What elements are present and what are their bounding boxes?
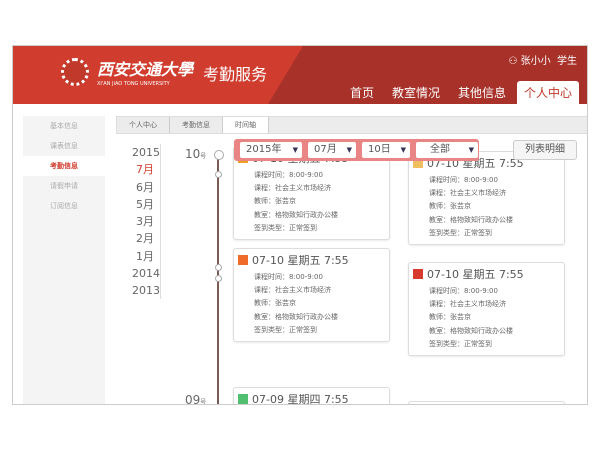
type-select[interactable]: 全部 ▼ <box>416 142 478 158</box>
day-select[interactable]: 10日 ▼ <box>362 142 410 158</box>
month-item[interactable]: 1月 <box>136 249 154 263</box>
university-logo-icon <box>61 58 89 86</box>
sidebar-item-attendance[interactable]: 考勤信息 <box>23 156 105 176</box>
header: 西安交通大學 XI'AN JIAO TONG UNIVERSITY 考勤服务 ⚇… <box>13 46 587 104</box>
user-icon: ⚇ <box>508 56 518 67</box>
sidebar-item-subscribe[interactable]: 订阅信息 <box>50 202 78 210</box>
year-select[interactable]: 2015年 ▼ <box>240 142 302 158</box>
sidebar-item-basic[interactable]: 基本信息 <box>50 122 78 130</box>
month-select[interactable]: 07月 ▼ <box>308 142 356 158</box>
date-filter-bar: 2015年 ▼ 07月 ▼ 10日 ▼ 全部 ▼ <box>234 139 479 161</box>
service-title: 考勤服务 <box>203 65 268 84</box>
timeline-node <box>214 150 224 160</box>
year-month-nav: 2015 7月 6月 5月 3月 2月 1月 2014 2013 <box>123 144 161 299</box>
app-window: 西安交通大學 XI'AN JIAO TONG UNIVERSITY 考勤服务 ⚇… <box>12 45 588 405</box>
month-item[interactable]: 2月 <box>136 232 154 246</box>
breadcrumb-timeline: 时间轴 <box>223 117 269 133</box>
year-item[interactable]: 2013 <box>132 284 160 298</box>
main-nav: 首页 教室情况 其他信息 个人中心 <box>339 81 579 104</box>
status-icon <box>413 158 423 168</box>
nav-classroom[interactable]: 教室情况 <box>391 86 440 100</box>
attendance-card[interactable] <box>408 401 565 404</box>
user-info[interactable]: ⚇ 张小小 学生 <box>508 56 577 67</box>
sidebar-item-leave[interactable]: 请假申请 <box>50 182 78 190</box>
breadcrumb-attendance[interactable]: 考勤信息 <box>170 117 223 133</box>
year-item[interactable]: 2015 <box>132 146 160 159</box>
month-item[interactable]: 6月 <box>136 180 154 194</box>
chevron-down-icon: ▼ <box>400 146 406 154</box>
status-icon <box>413 269 423 279</box>
list-detail-button[interactable]: 列表明细 <box>513 140 577 160</box>
chevron-down-icon: ▼ <box>346 146 352 154</box>
nav-personal[interactable]: 个人中心 <box>516 81 579 104</box>
day-label: 10号 <box>185 147 207 161</box>
year-item[interactable]: 2014 <box>132 267 160 281</box>
timeline-node <box>215 171 222 178</box>
month-item[interactable]: 7月 <box>136 163 154 177</box>
status-icon <box>238 394 248 404</box>
day-label: 09号 <box>185 393 207 405</box>
chevron-down-icon: ▼ <box>468 146 474 154</box>
university-name: 西安交通大學 <box>97 60 194 79</box>
timeline-node <box>215 275 222 282</box>
breadcrumb: 个人中心 考勤信息 时间轴 <box>116 116 587 134</box>
status-icon <box>238 255 248 265</box>
month-item[interactable]: 5月 <box>136 197 154 211</box>
sidebar: 基本信息 课表信息 考勤信息 请假申请 订阅信息 <box>23 116 105 404</box>
nav-other[interactable]: 其他信息 <box>457 86 506 100</box>
sidebar-item-schedule[interactable]: 课表信息 <box>50 142 78 150</box>
month-item[interactable]: 3月 <box>136 215 154 229</box>
timeline-node <box>215 264 222 271</box>
attendance-card[interactable]: 07-09 星期四 7:55 <box>233 387 390 404</box>
nav-home[interactable]: 首页 <box>349 86 374 100</box>
chevron-down-icon: ▼ <box>292 146 298 154</box>
university-name-en: XI'AN JIAO TONG UNIVERSITY <box>97 81 170 87</box>
breadcrumb-personal[interactable]: 个人中心 <box>117 117 170 133</box>
